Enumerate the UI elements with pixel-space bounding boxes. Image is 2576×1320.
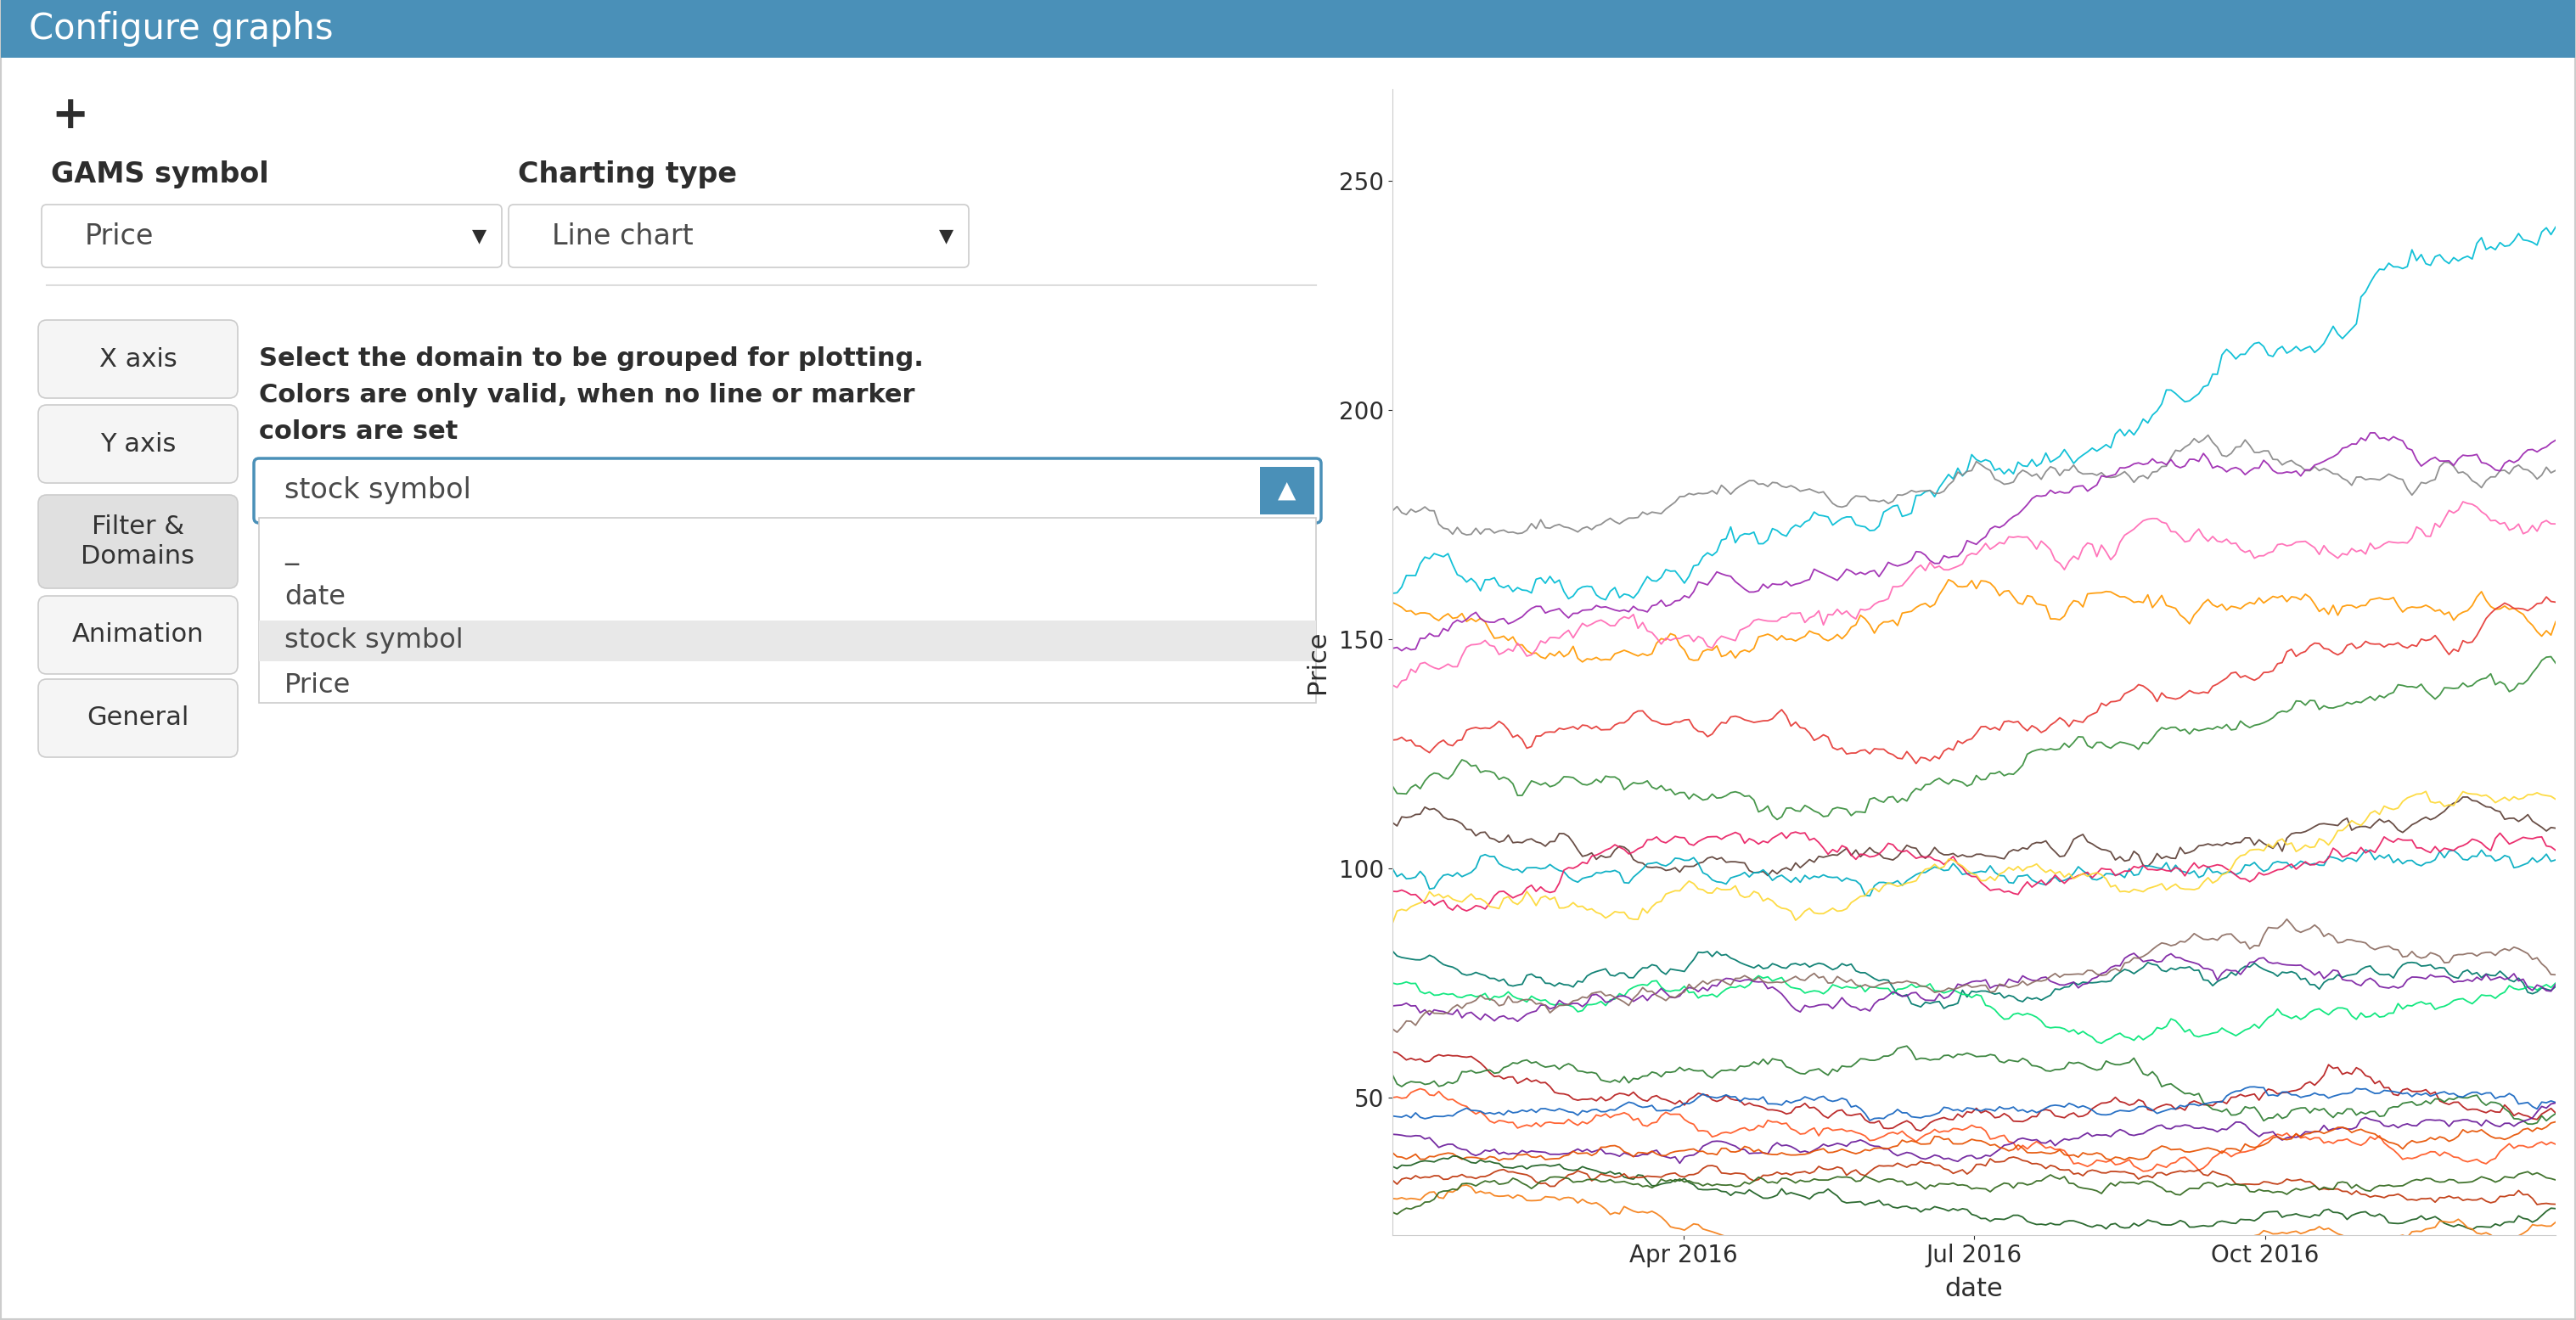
Text: _: _ <box>283 540 299 566</box>
Text: ▼: ▼ <box>940 227 953 244</box>
Bar <box>260 620 1316 661</box>
FancyBboxPatch shape <box>39 405 237 483</box>
Text: stock symbol: stock symbol <box>283 628 464 653</box>
Text: General: General <box>88 706 188 730</box>
Text: Configure graphs: Configure graphs <box>28 11 332 46</box>
Text: Select the domain to be grouped for plotting.
Colors are only valid, when no lin: Select the domain to be grouped for plot… <box>260 346 925 444</box>
Text: ▼: ▼ <box>471 227 487 244</box>
Text: Price: Price <box>85 222 155 249</box>
Text: +: + <box>52 94 88 137</box>
Text: Charting type: Charting type <box>518 161 737 189</box>
Text: ▲: ▲ <box>1278 479 1296 503</box>
Text: GAMS symbol: GAMS symbol <box>52 161 268 189</box>
Text: Animation: Animation <box>72 623 204 647</box>
X-axis label: date: date <box>1945 1276 2004 1302</box>
Text: Line chart: Line chart <box>551 222 693 249</box>
Text: Y axis: Y axis <box>100 432 175 457</box>
FancyBboxPatch shape <box>39 319 237 399</box>
FancyBboxPatch shape <box>1260 467 1314 515</box>
Text: stock symbol: stock symbol <box>283 477 471 504</box>
Text: Filter &
Domains: Filter & Domains <box>80 513 196 569</box>
Text: Price: Price <box>283 672 350 698</box>
Bar <box>260 517 1316 702</box>
Y-axis label: Price: Price <box>1306 631 1329 694</box>
FancyBboxPatch shape <box>39 495 237 589</box>
Text: date: date <box>283 583 345 610</box>
Text: X axis: X axis <box>98 347 178 371</box>
FancyBboxPatch shape <box>39 678 237 758</box>
FancyBboxPatch shape <box>507 205 969 268</box>
FancyBboxPatch shape <box>255 458 1321 523</box>
FancyBboxPatch shape <box>41 205 502 268</box>
FancyBboxPatch shape <box>39 595 237 675</box>
Bar <box>0 0 2576 58</box>
